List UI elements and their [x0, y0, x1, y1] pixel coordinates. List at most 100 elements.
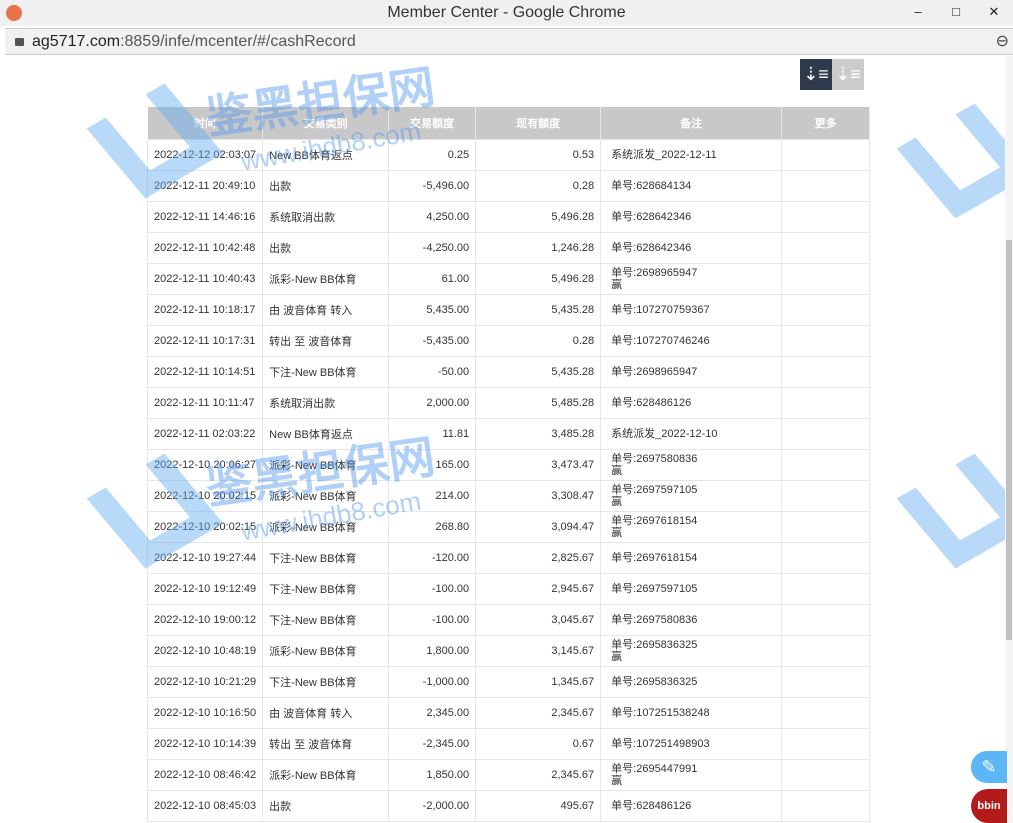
amount-cell: -2,000.00: [388, 789, 477, 822]
close-button[interactable]: ✕: [988, 4, 1000, 19]
time-cell: 2022-12-11 10:18:17: [146, 293, 264, 326]
time-cell: 2022-12-10 10:16:50: [146, 696, 264, 729]
type-cell: 由 波音体育 转入: [262, 696, 390, 729]
remark-cell: 单号:628642346: [600, 231, 783, 264]
table-row: 2022-12-10 19:12:49 下注-New BB体育 -100.00 2,9…: [146, 572, 871, 605]
edit-button[interactable]: ✎: [971, 751, 1007, 783]
type-cell: 派彩-New BB体育: [262, 448, 390, 481]
remark-text: 单号:2697618154: [611, 551, 698, 564]
table-row: 2022-12-11 20:49:10 出款 -5,496.00 0.28 单号:628…: [146, 169, 871, 202]
more-cell: [781, 386, 871, 419]
remark-text: 单号:2697618154: [611, 514, 698, 527]
remark-cell: 单号:2697618154 赢: [600, 510, 783, 543]
time-cell: 2022-12-10 10:48:19: [146, 634, 264, 667]
table-row: 2022-12-10 10:21:29 下注-New BB体育 -1,000.00 1…: [146, 665, 871, 698]
type-cell: 出款: [262, 789, 390, 822]
remark-cell: 单号:2695836325 赢: [600, 634, 783, 667]
time-cell: 2022-12-10 08:45:03: [146, 789, 264, 822]
time-cell: 2022-12-10 08:46:42: [146, 758, 264, 791]
edit-icon: ✎: [981, 757, 997, 777]
remark-cell: 单号:2697597105: [600, 572, 783, 605]
sort-desc-icon: ⇣≡: [803, 64, 829, 84]
balance-cell: 1,246.28: [475, 231, 602, 264]
sort-desc-button[interactable]: ⇣≡: [800, 59, 832, 90]
column-header: 时间: [147, 107, 264, 139]
minimize-button[interactable]: –: [914, 4, 922, 19]
more-cell: [781, 634, 871, 667]
balance-cell: 495.67: [475, 789, 602, 822]
address-bar[interactable]: ag5717.com:8859/infe/mcenter/#/cashRecor…: [5, 28, 1013, 55]
remark-text: 单号:2695447991: [611, 762, 698, 775]
amount-cell: 165.00: [388, 448, 477, 481]
table-row: 2022-12-10 10:14:39 转出 至 波音体育 -2,345.00 0.6…: [146, 727, 871, 760]
more-cell: [781, 479, 871, 512]
scrollbar[interactable]: [1005, 56, 1013, 823]
remark-cell: 单号:2697597105 赢: [600, 479, 783, 512]
type-cell: 下注-New BB体育: [262, 665, 390, 698]
amount-cell: -5,496.00: [388, 169, 477, 202]
amount-cell: -4,250.00: [388, 231, 477, 264]
bbin-button[interactable]: bbin: [971, 789, 1007, 823]
balance-cell: 3,145.67: [475, 634, 602, 667]
remark-text: 单号:107251498903: [611, 737, 710, 750]
remark-cell: 单号:628684134: [600, 169, 783, 202]
amount-cell: -50.00: [388, 355, 477, 388]
table-row: 2022-12-10 20:06:27 派彩-New BB体育 165.00 3,47…: [146, 448, 871, 481]
amount-cell: 1,800.00: [388, 634, 477, 667]
title-bar: Member Center - Google Chrome – □ ✕: [0, 0, 1013, 26]
column-header: 更多: [781, 107, 871, 139]
table-row: 2022-12-10 20:02:15 派彩-New BB体育 268.80 3,09…: [146, 510, 871, 543]
url-path: :8859/infe/mcenter/#/cashRecord: [120, 33, 356, 50]
amount-cell: 61.00: [388, 262, 477, 295]
table-row: 2022-12-11 10:40:43 派彩-New BB体育 61.00 5,496…: [146, 262, 871, 295]
balance-cell: 3,094.47: [475, 510, 602, 543]
time-cell: 2022-12-11 02:03:22: [146, 417, 264, 450]
type-cell: New BB体育返点: [262, 417, 390, 450]
type-cell: 派彩-New BB体育: [262, 510, 390, 543]
remark-text: 系统派发_2022-12-10: [611, 427, 718, 440]
time-cell: 2022-12-10 10:21:29: [146, 665, 264, 698]
table-row: 2022-12-11 10:17:31 转出 至 波音体育 -5,435.00 0.2…: [146, 324, 871, 357]
scrollbar-thumb[interactable]: [1006, 240, 1012, 640]
amount-cell: 268.80: [388, 510, 477, 543]
type-cell: 系统取消出款: [262, 386, 390, 419]
balance-cell: 5,435.28: [475, 293, 602, 326]
more-cell: [781, 293, 871, 326]
balance-cell: 5,485.28: [475, 386, 602, 419]
amount-cell: 4,250.00: [388, 200, 477, 233]
remark-cell: 单号:107270759367: [600, 293, 783, 326]
remark-text: 单号:2695836325: [611, 638, 698, 651]
remark-text: 单号:628684134: [611, 179, 692, 192]
more-cell: [781, 324, 871, 357]
table-row: 2022-12-11 02:03:22 New BB体育返点 11.81 3,485.…: [146, 417, 871, 450]
sort-asc-button[interactable]: ⇣≡: [832, 59, 864, 90]
table-row: 2022-12-10 19:27:44 下注-New BB体育 -120.00 2,8…: [146, 541, 871, 574]
balance-cell: 2,825.67: [475, 541, 602, 574]
balance-cell: 0.28: [475, 169, 602, 202]
maximize-button[interactable]: □: [952, 4, 960, 19]
remark-cell: 系统派发_2022-12-10: [600, 417, 783, 450]
type-cell: 出款: [262, 231, 390, 264]
amount-cell: 0.25: [388, 138, 477, 171]
balance-cell: 0.67: [475, 727, 602, 760]
more-cell: [781, 789, 871, 822]
more-cell: [781, 200, 871, 233]
table-row: 2022-12-10 20:02:15 派彩-New BB体育 214.00 3,30…: [146, 479, 871, 512]
more-cell: [781, 169, 871, 202]
more-cell: [781, 231, 871, 264]
zoom-icon[interactable]: ⊖: [995, 33, 1009, 50]
remark-cell: 单号:628486126: [600, 789, 783, 822]
type-cell: 下注-New BB体育: [262, 355, 390, 388]
remark-text: 单号:2698965947: [611, 266, 698, 279]
more-cell: [781, 758, 871, 791]
window-title: Member Center - Google Chrome: [387, 4, 626, 21]
type-cell: 转出 至 波音体育: [262, 727, 390, 760]
table-row: 2022-12-11 10:11:47 系统取消出款 2,000.00 5,485.2…: [146, 386, 871, 419]
amount-cell: -100.00: [388, 572, 477, 605]
time-cell: 2022-12-11 10:14:51: [146, 355, 264, 388]
amount-cell: 2,345.00: [388, 696, 477, 729]
amount-cell: 1,850.00: [388, 758, 477, 791]
more-cell: [781, 417, 871, 450]
type-cell: 下注-New BB体育: [262, 541, 390, 574]
more-cell: [781, 665, 871, 698]
